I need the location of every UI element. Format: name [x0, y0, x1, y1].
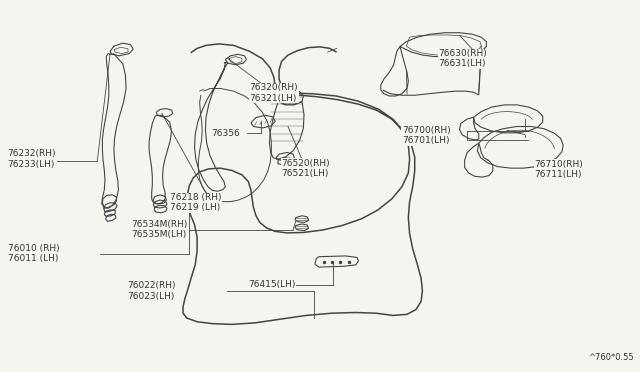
Text: 76415(LH): 76415(LH) — [248, 280, 296, 289]
Text: 76320(RH)
76321(LH): 76320(RH) 76321(LH) — [250, 83, 298, 103]
Text: 76356: 76356 — [211, 129, 240, 138]
Text: 76520(RH)
76521(LH): 76520(RH) 76521(LH) — [282, 159, 330, 178]
Text: ^760*0.55: ^760*0.55 — [588, 353, 634, 362]
Text: 76022(RH)
76023(LH): 76022(RH) 76023(LH) — [127, 281, 175, 301]
Text: 76700(RH)
76701(LH): 76700(RH) 76701(LH) — [402, 126, 451, 145]
Text: 76218 (RH)
76219 (LH): 76218 (RH) 76219 (LH) — [170, 193, 221, 212]
Text: 76534M(RH)
76535M(LH): 76534M(RH) 76535M(LH) — [131, 220, 188, 239]
Text: 76010 (RH)
76011 (LH): 76010 (RH) 76011 (LH) — [8, 244, 60, 263]
Text: 76710(RH)
76711(LH): 76710(RH) 76711(LH) — [534, 160, 583, 179]
Text: 76232(RH)
76233(LH): 76232(RH) 76233(LH) — [8, 149, 56, 169]
Text: 76630(RH)
76631(LH): 76630(RH) 76631(LH) — [438, 49, 487, 68]
